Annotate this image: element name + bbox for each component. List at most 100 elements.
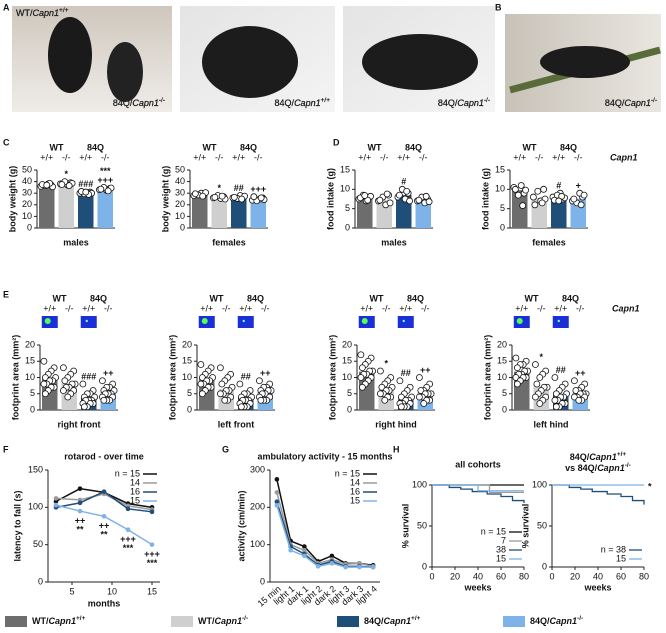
- gene-name: Capn1: [294, 98, 321, 108]
- footprint-icon: [237, 316, 254, 328]
- footprint-spot: [402, 319, 405, 323]
- bar: [39, 185, 55, 228]
- data-point: [97, 185, 105, 193]
- data-point: [530, 193, 537, 201]
- genotype-label: -/-: [101, 152, 110, 162]
- significance: +++: [97, 175, 113, 185]
- series-marker: [302, 544, 307, 549]
- significance: ++: [103, 368, 114, 378]
- photo-label: 84Q/Capn1-/-: [113, 97, 165, 108]
- data-point: [395, 191, 403, 199]
- x-tick-label: 40: [593, 571, 603, 581]
- y-tick-label: 15: [342, 356, 352, 366]
- y-tick-label: 0: [27, 222, 32, 232]
- y-tick-label: 10: [342, 372, 352, 382]
- significance: ##: [234, 183, 244, 193]
- name-prefix: 84Q/: [113, 98, 133, 108]
- group-label: 84Q: [405, 142, 422, 152]
- y-tick-label: 15: [340, 164, 350, 174]
- group-label: WT: [370, 293, 384, 303]
- chart-title: 84Q/Capn1+/+: [570, 451, 627, 462]
- data-point: [512, 354, 520, 362]
- genotype-label: +/+: [239, 303, 252, 313]
- footprint-spot: [557, 319, 560, 323]
- name-prefix: vs 84Q/: [565, 463, 598, 473]
- x-tick-label: 5: [69, 586, 74, 596]
- data-point: [551, 396, 559, 404]
- data-point: [79, 380, 87, 388]
- genotype-label: -/-: [421, 303, 430, 313]
- data-point: [250, 193, 258, 201]
- significance: ***: [123, 543, 134, 553]
- y-tick-label: 15: [25, 356, 35, 366]
- data-point: [415, 196, 423, 204]
- series-marker: [329, 553, 335, 559]
- series-marker: [125, 527, 131, 533]
- group-label: 84Q: [87, 142, 104, 152]
- y-tick-label: 50: [537, 520, 547, 530]
- y-tick-label: 100: [28, 502, 43, 512]
- genotype-label: -/-: [222, 303, 231, 313]
- genotype: -/-: [484, 97, 490, 104]
- genotype-label: -/-: [261, 303, 270, 313]
- gene-name: Capn1: [215, 616, 243, 626]
- y-tick-label: 100: [412, 479, 427, 489]
- x-tick-label: 20: [570, 571, 580, 581]
- genotype-label: -/-: [254, 152, 263, 162]
- x-tick-label: 80: [519, 571, 529, 581]
- data-point: [575, 396, 583, 404]
- genotype-label: -/-: [535, 152, 544, 162]
- panel-letter: D: [333, 137, 340, 147]
- panel-letter: C: [3, 137, 10, 147]
- legend-label: 16: [130, 486, 140, 496]
- genotype: -/-: [651, 97, 657, 104]
- legend-label: 84Q/Capn1+/+: [364, 615, 421, 626]
- series-marker: [357, 564, 362, 570]
- genotype-label: +/+: [397, 152, 410, 162]
- data-point: [61, 377, 69, 385]
- data-point: [40, 357, 48, 365]
- gene-name: Capn1: [49, 616, 77, 626]
- data-point: [43, 181, 51, 189]
- y-axis-label: activity (cm/min): [236, 490, 246, 561]
- data-point: [218, 192, 226, 200]
- data-point: [357, 374, 365, 381]
- y-axis-label: % survival: [520, 504, 530, 549]
- legend-label: 84Q/Capn1-/-: [530, 615, 583, 626]
- y-tick-label: 15: [182, 356, 192, 366]
- series-marker: [149, 509, 155, 515]
- significance: ##: [556, 365, 566, 375]
- genotype-label: -/-: [574, 152, 583, 162]
- significance: #: [401, 177, 406, 187]
- y-tick-label: 0: [345, 222, 350, 232]
- bar: [78, 192, 94, 228]
- data-point: [570, 195, 578, 203]
- significance: ++: [260, 368, 271, 378]
- data-point: [425, 198, 433, 206]
- data-point: [257, 194, 265, 202]
- data-point: [406, 197, 414, 205]
- y-tick-label: 0: [187, 404, 192, 414]
- significance: *: [648, 481, 652, 491]
- group-label: WT: [50, 142, 64, 152]
- footprint-icon: [80, 316, 97, 328]
- bar: [415, 199, 431, 228]
- y-tick-label: 100: [532, 479, 547, 489]
- y-tick-label: 15: [497, 356, 507, 366]
- x-tick-label: 0: [429, 571, 434, 581]
- y-tick-label: 15: [495, 164, 505, 174]
- data-point: [534, 187, 542, 195]
- y-tick-label: 5: [187, 388, 192, 398]
- footprint-spot: [516, 318, 523, 324]
- chart-title: ambulatory activity - 15 months: [257, 451, 392, 461]
- series-marker: [149, 542, 155, 547]
- footprint-spot: [44, 318, 51, 324]
- y-axis-label: footprint area (mm²): [167, 335, 177, 421]
- significance: +++: [144, 549, 160, 559]
- footprint-icon: [552, 316, 569, 328]
- series-marker: [53, 502, 59, 508]
- legend-label: n = 15: [481, 526, 506, 536]
- photo-label: WT/Capn1+/+: [16, 7, 69, 18]
- x-axis-label: males: [381, 237, 407, 247]
- data-point: [396, 377, 404, 385]
